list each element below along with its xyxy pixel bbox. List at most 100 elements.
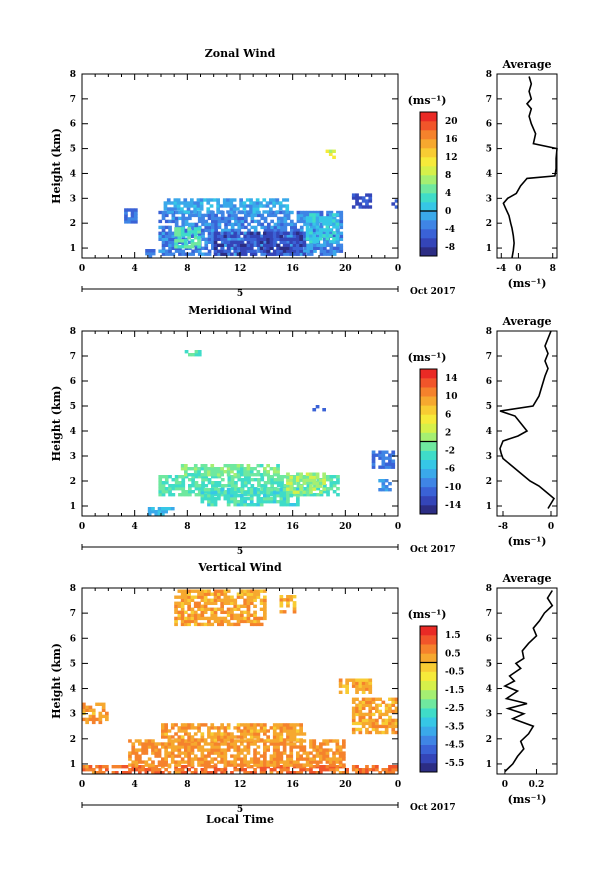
heat-cell (200, 488, 205, 492)
heat-cell (276, 491, 280, 495)
heat-cell (345, 690, 349, 694)
average-frame (496, 73, 558, 259)
heat-cell (164, 231, 169, 235)
heat-cell (230, 475, 235, 479)
heat-cell (151, 510, 155, 514)
heat-cell (174, 601, 178, 605)
heat-cell (233, 742, 238, 746)
heat-cell (256, 595, 261, 599)
heat-cell (243, 748, 247, 752)
heat-cell (171, 484, 176, 488)
heat-cell (394, 730, 399, 735)
heat-cell (358, 687, 363, 691)
heat-cell (174, 763, 178, 767)
heat-cell (315, 240, 320, 244)
heat-cell (286, 757, 290, 761)
heat-cell (282, 204, 286, 208)
colorbar-tick-label: -2 (445, 447, 455, 457)
heat-cell (323, 246, 327, 250)
colorbar-tick-label: 1.5 (445, 631, 461, 641)
heat-cell (164, 748, 168, 752)
heat-cell (233, 234, 238, 238)
heat-cell (188, 490, 192, 494)
heat-cell (286, 732, 290, 736)
heat-cell (267, 481, 271, 485)
heat-cell (309, 225, 314, 230)
heat-cell (272, 249, 277, 253)
heat-cell (141, 748, 145, 752)
heat-cell (204, 478, 209, 482)
heat-cell (161, 490, 166, 494)
heat-cell (279, 252, 284, 256)
heat-cell (273, 213, 278, 218)
heat-cell (217, 216, 222, 221)
heat-cell (91, 771, 96, 775)
heat-cell (269, 240, 274, 244)
heat-cell (299, 757, 303, 761)
heat-cell (180, 771, 185, 775)
heat-cell (249, 494, 254, 498)
heat-cell (246, 246, 251, 250)
heat-cell (276, 228, 281, 233)
heat-cell (322, 487, 326, 491)
heat-cell (279, 757, 284, 761)
colorbar-tick-label: 16 (445, 135, 458, 145)
heat-cell (216, 198, 220, 202)
heat-cell (220, 735, 224, 739)
heat-cell (224, 219, 228, 224)
heat-cell (180, 227, 185, 231)
heat-cell (213, 610, 218, 614)
heat-cell (197, 487, 202, 491)
heat-cell (272, 745, 277, 749)
heat-cell (187, 754, 191, 758)
heat-cell (82, 765, 86, 769)
heat-cell (381, 712, 386, 717)
heat-cell (263, 231, 267, 235)
heat-cell (236, 607, 241, 611)
heat-cell (279, 768, 284, 772)
heat-cell (164, 213, 169, 218)
heat-cell (230, 595, 234, 599)
heat-cell (309, 237, 313, 241)
heat-cell (292, 601, 297, 605)
heat-cell (187, 613, 191, 617)
heat-cell (170, 201, 174, 205)
heat-cell (88, 708, 93, 712)
heat-cell (220, 726, 224, 730)
heat-cell (190, 619, 195, 624)
heat-cell (355, 697, 359, 701)
heat-cell (282, 491, 287, 495)
heat-cell (200, 494, 205, 498)
heat-cell (230, 481, 235, 485)
heat-cell (226, 234, 231, 238)
heat-cell (272, 723, 277, 727)
heat-cell (253, 616, 257, 621)
heat-cell (322, 234, 326, 238)
heat-cell (299, 723, 303, 727)
heat-cell (85, 708, 89, 712)
heat-cell (276, 222, 281, 227)
heat-cell (164, 481, 169, 485)
avg-y-tick-label: 1 (486, 502, 492, 512)
heat-cell (299, 487, 303, 491)
heat-cell (236, 234, 241, 238)
heat-cell (289, 252, 294, 256)
heat-cell (177, 227, 182, 231)
colorbar-swatch (420, 148, 437, 158)
heat-cell (286, 243, 290, 247)
panel-0: Height (km) (50, 73, 558, 292)
heat-cell (191, 222, 195, 227)
heat-cell (190, 742, 195, 746)
heat-cell (207, 237, 212, 241)
heat-cell (253, 604, 257, 608)
heat-cell (183, 204, 188, 208)
heat-cell (361, 687, 366, 691)
heat-cell (124, 208, 128, 212)
heat-cell (306, 487, 311, 491)
heat-cell (391, 459, 396, 463)
heat-cell (180, 613, 185, 617)
heat-cell (180, 207, 184, 211)
colorbar-tick-label: 2 (445, 428, 451, 438)
heat-cell (368, 712, 373, 717)
heat-cell (213, 497, 218, 501)
